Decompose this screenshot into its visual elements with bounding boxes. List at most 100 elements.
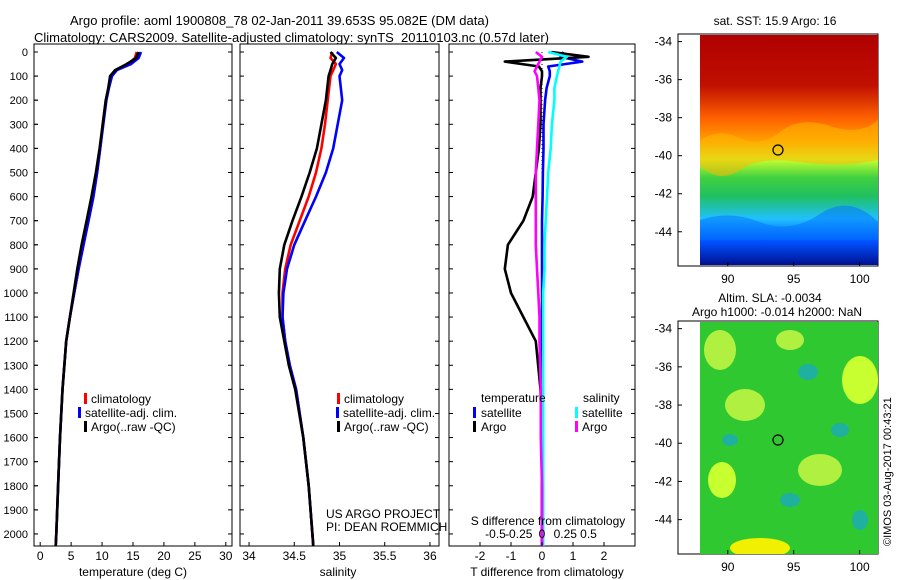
legend-swatch-salinity-argo — [575, 421, 578, 432]
x-tick-label: 25 — [188, 549, 202, 563]
series-line-satellite-adj-clim- — [281, 51, 346, 546]
x-tick-label: 35.5 — [373, 549, 397, 563]
depth-tick-label: 1700 — [4, 457, 28, 469]
imos-credit: ©IMOS 03-Aug-2017 00:43:21 — [882, 397, 894, 546]
map-y-tick-label: -40 — [655, 436, 673, 450]
depth-tick-label: 300 — [10, 119, 28, 131]
sla-map-title1: Altim. SLA: -0.0034 — [718, 291, 822, 305]
x-tick-label: 36 — [423, 549, 437, 563]
depth-tick-label: 100 — [10, 71, 28, 83]
map-x-tick-label: 100 — [850, 560, 870, 574]
x-tick-label: 5 — [68, 549, 75, 563]
legend-swatch-satellite — [78, 407, 81, 418]
series-line-climatology — [54, 51, 138, 546]
series-line-satellite-adj-clim- — [54, 51, 143, 546]
header-line1: Argo profile: aoml 1900808_78 02-Jan-201… — [70, 13, 489, 28]
series-line-argo-raw-qc- — [54, 51, 140, 546]
legend-swatch-argo — [337, 421, 340, 432]
map-x-tick-label: 95 — [787, 272, 801, 286]
legend-label-salinity-argo: Argo — [582, 420, 608, 434]
map-y-tick-label: -38 — [655, 111, 673, 125]
map-x-tick-label: 95 — [787, 560, 801, 574]
difference-x-axis: -2 -1 0 1 2 -0.5 -0.25 0 0.25 0.5 — [449, 51, 635, 563]
top-x-tick-label: -0.25 — [505, 527, 533, 541]
map-y-tick-label: -34 — [655, 322, 673, 336]
legend-label-climatology: climatology — [344, 392, 404, 406]
map-y-tick-label: -36 — [655, 360, 673, 374]
x-tick-label: 2 — [601, 549, 608, 563]
difference-legend: temperature salinity satellite satellite… — [473, 391, 623, 434]
depth-tick-label: 1200 — [4, 336, 28, 348]
map-y-tick-label: -38 — [655, 398, 673, 412]
depth-tick-label: 1400 — [4, 384, 28, 396]
sst-map-title: sat. SST: 15.9 Argo: 16 — [714, 14, 837, 28]
header-line2: Climatology: CARS2009. Satellite-adjuste… — [34, 30, 549, 45]
map-x-tick-label: 100 — [850, 272, 870, 286]
depth-tick-label: 600 — [10, 192, 28, 204]
depth-tick-label: 400 — [10, 143, 28, 155]
legend-label-temperature-satellite: satellite — [481, 406, 522, 420]
x-tick-label: 35 — [333, 549, 347, 563]
map-x-tick-label: 90 — [721, 272, 735, 286]
map-y-tick-label: -42 — [655, 474, 673, 488]
legend-swatch-temperature-satellite — [473, 407, 476, 418]
temperature-legend: climatology satellite-adj. clim. Argo(..… — [78, 392, 177, 434]
depth-tick-label: 1300 — [4, 360, 28, 372]
top-x-tick-label: -0.5 — [485, 527, 506, 541]
legend-label-climatology: climatology — [91, 392, 151, 406]
depth-tick-label: 1800 — [4, 481, 28, 493]
temperature-plot-frame — [33, 43, 233, 547]
x-tick-label: 34.5 — [283, 549, 307, 563]
legend-temperature-title: temperature — [481, 391, 546, 405]
legend-label-argo: Argo(..raw -QC) — [91, 420, 176, 434]
sst-cold-texture — [700, 205, 878, 240]
legend-swatch-salinity-satellite — [575, 407, 578, 418]
argo-location-marker — [772, 144, 784, 156]
map-x-tick-label: 90 — [721, 560, 735, 574]
salinity-xlabel: salinity — [320, 565, 357, 579]
depth-tick-label: 1900 — [4, 505, 28, 517]
series-line-salinity-argo — [533, 50, 544, 546]
map-y-tick-label: -36 — [655, 73, 673, 87]
legend-swatch-satellite — [336, 407, 339, 418]
argo-location-marker-sla — [772, 434, 784, 446]
sst-map-axes: -34 -36 -38 -40 -42 -44 90 95 100 — [655, 35, 870, 286]
difference-top-xlabel: S difference from climatology — [471, 514, 626, 528]
legend-swatch-climatology — [84, 393, 87, 404]
legend-label-salinity-satellite: satellite — [582, 406, 623, 420]
series-line-climatology — [281, 51, 338, 546]
temperature-x-axis: 0 5 10 15 20 25 30 — [34, 51, 233, 563]
series-line-temperature-argo — [503, 50, 590, 546]
legend-swatch-climatology — [337, 393, 340, 404]
depth-tick-label: 500 — [10, 167, 28, 179]
legend-swatch-argo — [84, 421, 87, 432]
map-y-tick-label: -44 — [655, 513, 673, 527]
series-line-argo-raw-qc- — [277, 51, 338, 546]
depth-tick-label: 2000 — [4, 529, 28, 541]
x-tick-label: 15 — [126, 549, 140, 563]
depth-tick-label: 1000 — [4, 288, 28, 300]
map-y-tick-label: -42 — [655, 187, 673, 201]
depth-tick-label: 1500 — [4, 408, 28, 420]
depth-tick-label: 900 — [10, 264, 28, 276]
legend-salinity-title: salinity — [583, 391, 620, 405]
x-tick-label: 0 — [539, 549, 546, 563]
x-tick-label: 34 — [242, 549, 256, 563]
x-tick-label: 1 — [570, 549, 577, 563]
legend-label-satellite: satellite-adj. clim. — [343, 406, 435, 420]
salinity-plot — [277, 51, 346, 546]
difference-xlabel: T difference from climatology — [470, 565, 624, 579]
x-tick-label: 20 — [157, 549, 171, 563]
legend-label-satellite: satellite-adj. clim. — [85, 406, 177, 420]
temperature-plot — [54, 51, 143, 546]
difference-plot — [503, 50, 590, 546]
top-x-tick-label: 0.5 — [580, 527, 597, 541]
sla-map-image — [700, 322, 878, 554]
x-tick-label: 0 — [37, 549, 44, 563]
sla-map-axes: -34 -36 -38 -40 -42 -44 90 95 100 — [655, 322, 870, 574]
top-x-tick-label: 0 — [539, 527, 546, 541]
salinity-x-axis: 34 34.5 35 35.5 36 — [240, 51, 439, 563]
map-y-tick-label: -44 — [655, 225, 673, 239]
x-tick-label: 10 — [95, 549, 109, 563]
